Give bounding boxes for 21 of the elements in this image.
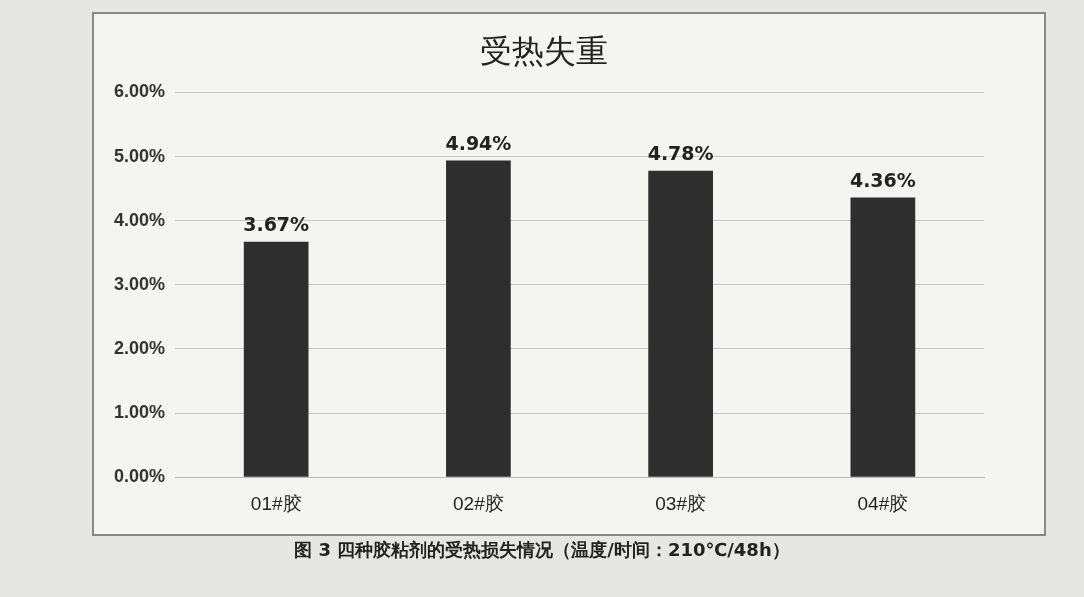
y-tick-label: 2.00% [113,337,166,358]
bar [850,197,916,477]
x-tick-label: 02#胶 [453,492,504,514]
y-tick-label: 1.00% [113,402,166,423]
caption: 图 3 四种胶粘剂的受热损失情况（温度/时间：210℃/48h） [293,538,791,562]
chart-title: 受热失重 [480,33,608,70]
data-label: 4.36% [849,169,916,192]
x-tick-label: 01#胶 [250,492,302,514]
data-label: 4.94% [445,131,512,154]
bar [648,170,713,477]
y-tick-label: 6.00% [113,81,166,102]
y-tick-label: 5.00% [113,145,166,166]
bar [446,160,511,477]
data-label: 4.78% [647,142,714,165]
x-tick-label: 03#胶 [655,492,706,514]
x-tick-label: 04#胶 [857,492,909,514]
y-tick-label: 0.00% [113,466,166,487]
bar [243,241,309,477]
y-tick-label: 4.00% [113,209,166,230]
y-tick-label: 3.00% [113,273,166,294]
data-label: 3.67% [243,213,310,236]
